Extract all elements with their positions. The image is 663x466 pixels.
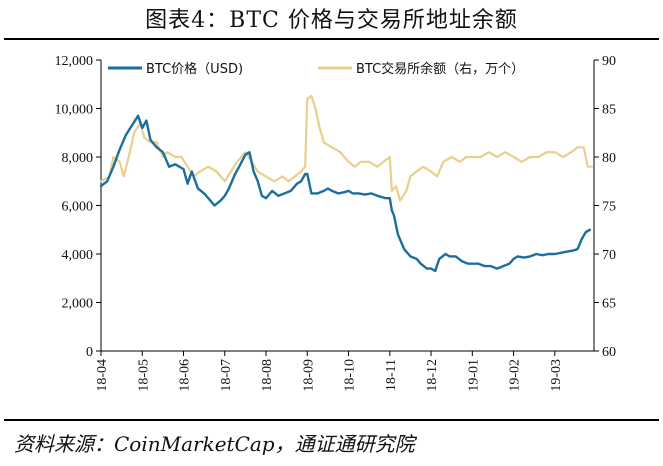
x-tick-label: 18-10 bbox=[343, 359, 358, 392]
y-right-tick-label: 60 bbox=[602, 345, 616, 360]
y-left-tick-label: 6,000 bbox=[62, 200, 94, 215]
y-right-tick-label: 65 bbox=[602, 297, 616, 312]
bottom-rule bbox=[4, 419, 659, 421]
x-tick-label: 18-04 bbox=[95, 359, 110, 392]
series-line-btc-price bbox=[99, 114, 592, 273]
x-tick-label: 19-03 bbox=[549, 359, 564, 392]
source-note: 资料来源：CoinMarketCap，通证通研究院 bbox=[14, 432, 415, 456]
x-tick-label: 18-11 bbox=[384, 359, 399, 391]
y-left-tick-label: 8,000 bbox=[62, 151, 94, 166]
figure-title: 图表4：BTC 价格与交易所地址余额 bbox=[145, 8, 518, 33]
y-left-tick-label: 0 bbox=[86, 345, 93, 360]
top-rule bbox=[4, 38, 659, 40]
y-right-tick-label: 90 bbox=[602, 54, 616, 69]
y-left-tick-label: 10,000 bbox=[55, 103, 94, 118]
x-tick-label: 18-08 bbox=[260, 359, 275, 392]
x-tick-label: 19-02 bbox=[508, 359, 523, 392]
y-left-tick-label: 12,000 bbox=[55, 54, 94, 69]
x-tick-label: 18-05 bbox=[136, 359, 151, 392]
x-tick-label: 18-06 bbox=[178, 359, 193, 392]
y-left-tick-label: 4,000 bbox=[62, 248, 94, 263]
x-tick-label: 18-12 bbox=[425, 359, 440, 392]
y-right-tick-label: 70 bbox=[602, 248, 616, 263]
x-tick-label: 18-09 bbox=[301, 359, 316, 392]
y-right-tick-label: 85 bbox=[602, 103, 616, 118]
legend-btc-price-label: BTC价格（USD) bbox=[146, 61, 243, 77]
legend-exchange-balance-label: BTC交易所余额（右，万个） bbox=[356, 61, 524, 77]
y-right-tick-label: 80 bbox=[602, 151, 616, 166]
x-tick-label: 18-07 bbox=[219, 359, 234, 392]
y-left-tick-label: 2,000 bbox=[62, 297, 94, 312]
y-right-tick-label: 75 bbox=[602, 200, 616, 215]
series-line-exchange-balance bbox=[99, 94, 594, 202]
x-tick-label: 19-01 bbox=[466, 359, 481, 392]
